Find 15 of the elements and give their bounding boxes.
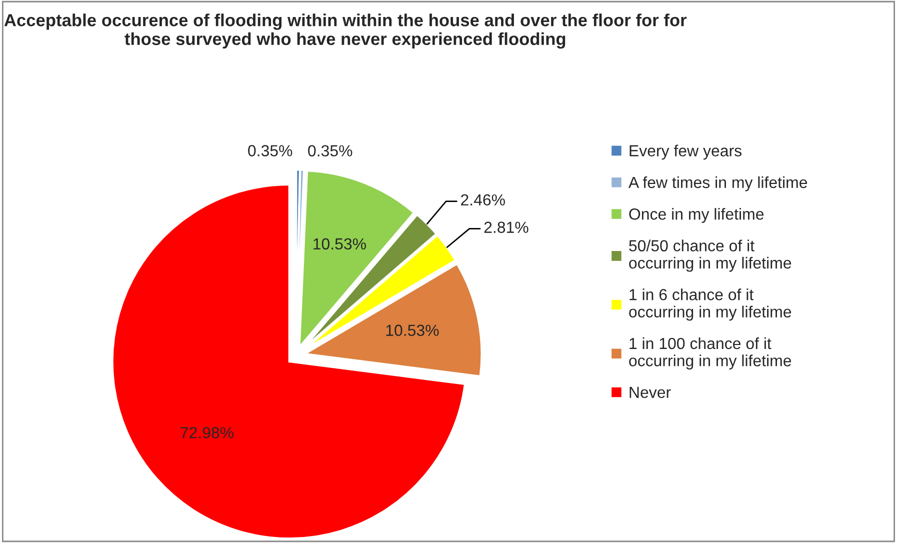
legend-label: 50/50 chance of it occurring in my lifetime bbox=[629, 240, 792, 272]
legend-label: Once in my lifetime bbox=[629, 208, 764, 223]
legend-label: Never bbox=[630, 386, 671, 398]
data-label: 10.53% bbox=[314, 238, 366, 250]
data-label: 0.35% bbox=[308, 145, 352, 156]
chart-title: Acceptable occurence of flooding within within the house and over the floor for for those surveyed who have never experienced flooding bbox=[4, 14, 687, 49]
data-label: 72.98% bbox=[180, 427, 234, 438]
legend-label: Every few years bbox=[630, 144, 742, 160]
data-label: 2.81% bbox=[484, 222, 528, 233]
legend-label: A few times in my lifetime bbox=[628, 176, 808, 192]
data-label: 0.35% bbox=[248, 145, 292, 156]
legend-label: 1 in 100 chance of it occurring in my lifetime bbox=[629, 337, 792, 370]
data-label: 2.46% bbox=[461, 194, 505, 206]
data-label: 10.53% bbox=[386, 324, 439, 336]
legend-label: 1 in 6 chance of it occurring in my lifetime bbox=[629, 288, 792, 321]
